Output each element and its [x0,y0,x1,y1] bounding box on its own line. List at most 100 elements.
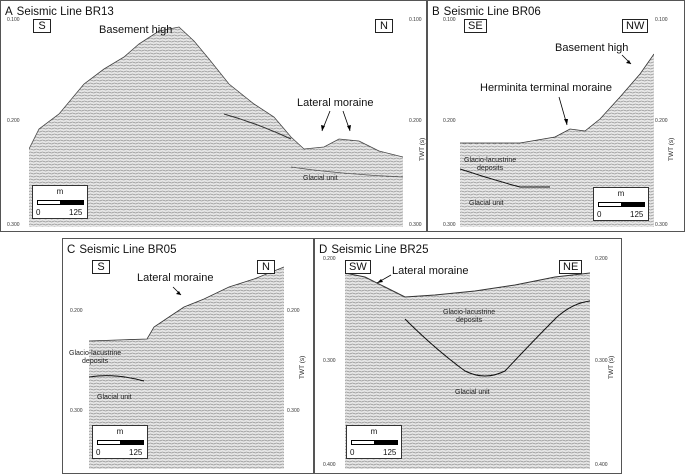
tick-b-r0: 0.100 [655,17,668,23]
scale-unit-c: m [116,427,124,436]
scale-zero-a: 0 [36,208,41,217]
scale-bar-d: m 0 125 [346,425,402,459]
panel-a-letter: A [5,6,13,18]
panel-d-title: D Seismic Line BR25 [319,244,428,256]
twt-label-b: TWT (s) [668,137,675,161]
label-glacio-lacustrine-d: Glacio-lacustrine deposits [443,309,495,325]
label-glacial-unit-d: Glacial unit [455,389,490,396]
scale-white-a [37,200,61,205]
label-glacio-b-line1: Glacio-lacustrine [464,157,517,164]
tick-a-l2: 0.300 [7,222,20,228]
tick-c-r1: 0.300 [287,408,300,414]
label-glacio-c-line1: Glacio-lacustrine [69,350,122,357]
label-glacio-c-line2: deposits [82,358,109,365]
label-lateral-moraine-d: Lateral moraine [392,265,469,277]
direction-right-c: N [257,260,275,274]
label-glacial-unit-a: Glacial unit [303,175,338,182]
tick-a-r1: 0.200 [409,118,422,124]
seismic-section-d [345,259,590,469]
tick-a-r0: 0.100 [409,17,422,23]
arrow-lateral-c [172,286,182,296]
panel-b-title-text: Seismic Line BR06 [443,6,541,18]
direction-right-d: NE [559,260,583,274]
tick-a-l1: 0.200 [7,118,20,124]
direction-left-b: SE [464,19,487,33]
scale-bar-b: m 0 125 [593,187,649,221]
tick-b-l2: 0.300 [443,222,456,228]
scale-white-b [598,202,622,207]
scale-black-a [60,200,84,205]
twt-label-d: TWT (s) [608,355,615,379]
scale-zero-d: 0 [350,448,355,457]
seismic-section-b [460,19,654,227]
direction-left-d: SW [345,260,371,274]
tick-a-r2: 0.300 [409,222,422,228]
tick-b-r1: 0.200 [655,118,668,124]
tick-d-r0: 0.200 [595,256,608,262]
label-basement-high-a: Basement high [99,24,173,36]
direction-left-c: S [92,260,110,274]
label-glacio-lacustrine-b: Glacio-lacustrine deposits [464,157,516,173]
scale-max-a: 125 [69,208,83,217]
panel-a-title: A Seismic Line BR13 [5,6,114,18]
panel-c-title: C Seismic Line BR05 [67,244,176,256]
scale-white-d [351,440,375,445]
panel-a-title-text: Seismic Line BR13 [16,6,114,18]
tick-b-l0: 0.100 [443,17,456,23]
direction-left-a: S [33,19,51,33]
arrow-herminita-b [558,96,568,126]
arrow-lateral-a-1 [321,110,331,132]
panel-c-letter: C [67,244,76,256]
scale-unit-b: m [617,189,625,198]
panel-b: B Seismic Line BR06 0.100 0.200 0.300 0.1… [427,0,685,232]
label-glacial-unit-b: Glacial unit [469,200,504,207]
direction-right-b: NW [622,19,649,33]
label-lateral-moraine-a: Lateral moraine [297,97,374,109]
scale-unit-d: m [370,427,378,436]
twt-label-a: TWT (s) [419,137,426,161]
tick-d-l0: 0.200 [323,256,336,262]
tick-b-l1: 0.200 [443,118,456,124]
scale-black-c [120,440,144,445]
label-glacio-d-line2: deposits [456,317,483,324]
tick-c-l1: 0.300 [70,408,83,414]
scale-white-c [97,440,121,445]
tick-c-r0: 0.200 [287,308,300,314]
panel-c-title-text: Seismic Line BR05 [79,244,177,256]
tick-d-l1: 0.300 [323,358,336,364]
panel-b-title: B Seismic Line BR06 [432,6,541,18]
scale-max-c: 125 [129,448,143,457]
panel-d: D Seismic Line BR25 0.200 0.300 0.400 0.2… [314,238,622,474]
tick-c-l0: 0.200 [70,308,83,314]
scale-max-d: 125 [383,448,397,457]
scale-black-b [621,202,645,207]
arrow-lateral-a-2 [342,110,351,132]
label-glacial-unit-c: Glacial unit [97,394,132,401]
tick-b-r2: 0.300 [655,222,668,228]
seismic-section-c [89,259,284,469]
label-glacio-b-line2: deposits [477,165,504,172]
panel-c: C Seismic Line BR05 0.200 0.300 0.200 0.3… [62,238,314,474]
panel-d-letter: D [319,244,328,256]
scale-max-b: 125 [630,210,644,219]
label-basement-high-b: Basement high [555,42,629,54]
label-lateral-moraine-c: Lateral moraine [137,272,214,284]
panel-a: A Seismic Line BR13 0.100 0.200 0.300 0.1… [0,0,427,232]
scale-zero-c: 0 [96,448,101,457]
scale-zero-b: 0 [597,210,602,219]
scale-bar-a: m 0 125 [32,185,88,219]
tick-a-l0: 0.100 [7,17,20,23]
twt-label-c: TWT (s) [299,355,306,379]
label-glacio-lacustrine-c: Glacio-lacustrine deposits [69,350,121,366]
scale-bar-c: m 0 125 [92,425,148,459]
tick-d-r1: 0.300 [595,358,608,364]
panel-d-title-text: Seismic Line BR25 [331,244,429,256]
panel-b-letter: B [432,6,440,18]
direction-right-a: N [375,19,393,33]
label-herminita-moraine-b: Herminita terminal moraine [480,82,613,94]
tick-d-l2: 0.400 [323,462,336,468]
arrow-lateral-d [376,274,392,284]
scale-unit-a: m [56,187,64,196]
arrow-basement-b [621,54,632,65]
seismic-section-a [29,19,403,227]
